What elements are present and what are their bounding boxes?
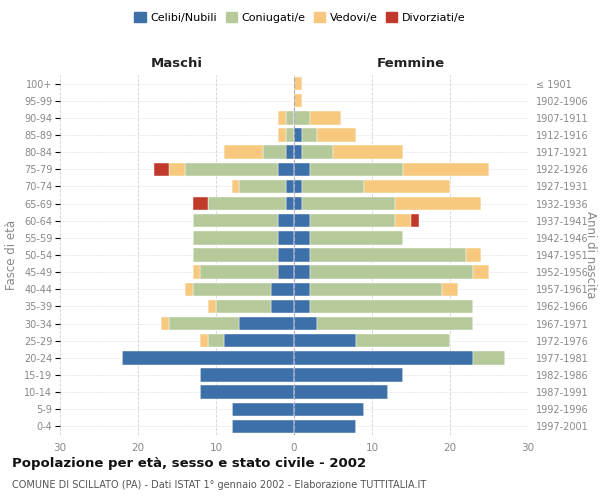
Bar [442,282,458,296]
Bar [403,162,489,176]
Bar [302,180,364,193]
Bar [200,334,208,347]
Bar [286,146,294,159]
Bar [473,266,489,279]
Bar [200,266,278,279]
Text: Maschi: Maschi [151,57,203,70]
Bar [278,214,294,228]
Bar [200,386,294,399]
Bar [310,214,395,228]
Bar [395,197,481,210]
Bar [294,197,302,210]
Bar [294,402,364,416]
Bar [364,180,450,193]
Bar [185,162,278,176]
Bar [294,162,310,176]
Bar [286,111,294,124]
Bar [310,248,466,262]
Text: Femmine: Femmine [377,57,445,70]
Y-axis label: Anni di nascita: Anni di nascita [584,212,597,298]
Bar [294,420,356,433]
Bar [263,146,286,159]
Bar [294,282,310,296]
Bar [193,231,278,244]
Bar [310,231,403,244]
Bar [302,128,317,141]
Bar [193,214,278,228]
Bar [208,197,286,210]
Bar [310,282,442,296]
Bar [193,248,278,262]
Bar [122,351,294,364]
Bar [310,111,341,124]
Bar [169,162,185,176]
Text: Popolazione per età, sesso e stato civile - 2002: Popolazione per età, sesso e stato civil… [12,458,366,470]
Bar [216,300,271,313]
Bar [294,300,310,313]
Bar [286,180,294,193]
Bar [271,300,294,313]
Bar [310,162,403,176]
Bar [193,197,208,210]
Bar [294,368,403,382]
Bar [239,317,294,330]
Bar [294,146,302,159]
Bar [193,266,200,279]
Bar [356,334,450,347]
Bar [302,197,395,210]
Bar [239,180,286,193]
Bar [161,317,169,330]
Bar [278,162,294,176]
Bar [294,231,310,244]
Bar [473,351,505,364]
Bar [224,334,294,347]
Bar [286,128,294,141]
Bar [278,128,286,141]
Bar [294,351,473,364]
Legend: Celibi/Nubili, Coniugati/e, Vedovi/e, Divorziati/e: Celibi/Nubili, Coniugati/e, Vedovi/e, Di… [130,8,470,28]
Bar [294,248,310,262]
Bar [271,282,294,296]
Bar [294,111,310,124]
Bar [294,180,302,193]
Bar [278,231,294,244]
Bar [310,266,473,279]
Bar [310,300,473,313]
Bar [278,266,294,279]
Bar [193,282,271,296]
Bar [395,214,411,228]
Bar [200,368,294,382]
Bar [294,317,317,330]
Bar [294,94,302,108]
Bar [278,111,286,124]
Bar [294,214,310,228]
Bar [232,180,239,193]
Bar [169,317,239,330]
Bar [466,248,481,262]
Bar [317,317,473,330]
Bar [224,146,263,159]
Bar [185,282,193,296]
Bar [208,300,216,313]
Bar [294,128,302,141]
Bar [278,248,294,262]
Bar [294,266,310,279]
Bar [294,386,388,399]
Bar [411,214,419,228]
Bar [286,197,294,210]
Text: COMUNE DI SCILLATO (PA) - Dati ISTAT 1° gennaio 2002 - Elaborazione TUTTITALIA.I: COMUNE DI SCILLATO (PA) - Dati ISTAT 1° … [12,480,426,490]
Bar [317,128,356,141]
Bar [294,77,302,90]
Bar [232,420,294,433]
Bar [208,334,224,347]
Bar [302,146,333,159]
Y-axis label: Fasce di età: Fasce di età [5,220,19,290]
Bar [154,162,169,176]
Bar [294,334,356,347]
Bar [232,402,294,416]
Bar [333,146,403,159]
